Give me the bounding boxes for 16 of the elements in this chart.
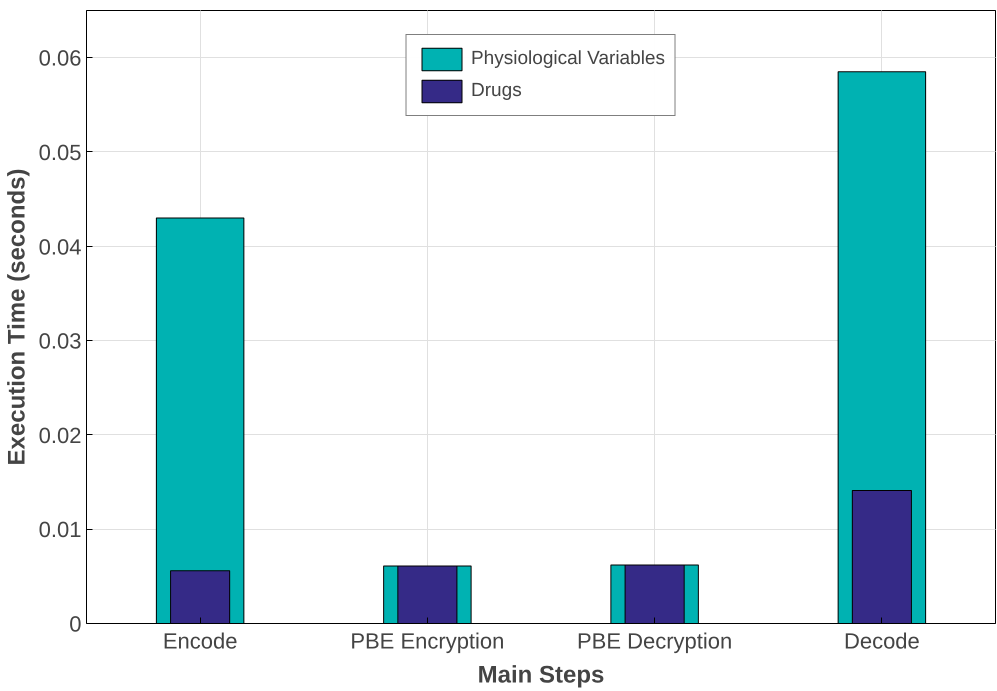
legend-label: Drugs <box>471 80 522 102</box>
y-tick-label: 0.05 <box>38 140 82 165</box>
y-tick-label: 0.06 <box>38 46 82 71</box>
bar <box>156 217 244 624</box>
y-tick-label: 0.03 <box>38 328 82 354</box>
y-axis-title: Execution Time (seconds) <box>4 168 31 466</box>
y-tick-label: 0.04 <box>38 234 82 260</box>
y-tick-label: 0.01 <box>38 517 82 542</box>
x-tick-label: PBE Encryption <box>350 628 504 654</box>
x-tick-label: Decode <box>844 628 920 654</box>
legend-label: Physiological Variables <box>471 48 665 70</box>
y-tick-label: 0 <box>69 612 82 636</box>
y-tick-label: 0.02 <box>38 422 82 448</box>
x-tick-label: Encode <box>162 628 238 654</box>
x-tick-label: PBE Decryption <box>576 628 732 654</box>
x-axis-title: Main Steps <box>478 662 604 688</box>
